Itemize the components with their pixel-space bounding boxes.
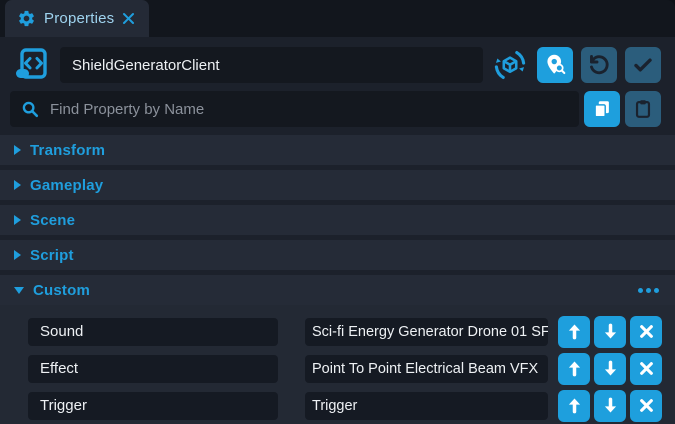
clipboard-icon — [632, 98, 654, 120]
arrow-up-icon — [564, 321, 585, 342]
undo-icon — [587, 53, 611, 77]
property-value-field[interactable]: Point To Point Electrical Beam VFX — [305, 354, 548, 383]
section-header-script[interactable]: Script — [0, 240, 675, 270]
tab-bar: Properties — [0, 0, 675, 37]
section-label: Custom — [33, 281, 91, 299]
custom-section-body: Sci-fi Energy Generator Drone 01 SF — [0, 305, 675, 424]
property-name-input[interactable] — [28, 317, 278, 346]
delete-property-button[interactable] — [630, 389, 662, 422]
ellipsis-icon[interactable] — [638, 284, 659, 297]
object-header-row — [0, 37, 675, 89]
check-icon — [631, 53, 655, 77]
find-in-scene-button[interactable] — [537, 47, 573, 83]
x-icon — [636, 358, 657, 379]
x-icon — [636, 395, 657, 416]
pin-search-icon — [542, 52, 568, 78]
section-label: Script — [30, 246, 74, 264]
property-value-field[interactable]: Trigger — [305, 391, 548, 420]
networked-cube-icon — [493, 48, 527, 82]
delete-property-button[interactable] — [630, 352, 662, 385]
search-row — [0, 89, 675, 135]
section-label: Transform — [30, 141, 106, 159]
section-header-transform[interactable]: Transform — [0, 135, 675, 165]
move-up-button[interactable] — [558, 352, 590, 385]
x-icon — [636, 321, 657, 342]
arrow-down-icon — [600, 358, 621, 379]
search-input[interactable] — [48, 99, 569, 119]
move-up-button[interactable] — [558, 315, 590, 348]
tab-title: Properties — [44, 10, 115, 27]
move-down-button[interactable] — [594, 352, 626, 385]
arrow-up-icon — [564, 395, 585, 416]
apply-button[interactable] — [625, 47, 661, 83]
property-value-field[interactable]: Sci-fi Energy Generator Drone 01 SF — [305, 317, 548, 346]
arrow-down-icon — [600, 321, 621, 342]
section-header-gameplay[interactable]: Gameplay — [0, 170, 675, 200]
chevron-down-icon — [14, 286, 24, 294]
property-name-input[interactable] — [28, 354, 278, 383]
arrow-down-icon — [600, 395, 621, 416]
property-name-input[interactable] — [28, 391, 278, 420]
section-header-scene[interactable]: Scene — [0, 205, 675, 235]
section-label: Scene — [30, 211, 76, 229]
chevron-right-icon — [14, 180, 21, 190]
section-header-custom[interactable]: Custom — [0, 275, 675, 305]
revert-button[interactable] — [581, 47, 617, 83]
move-down-button[interactable] — [594, 389, 626, 422]
search-box[interactable] — [10, 91, 579, 127]
copy-properties-button[interactable] — [584, 91, 620, 127]
move-down-button[interactable] — [594, 315, 626, 348]
magnifier-icon — [20, 99, 40, 119]
properties-panel: Transform Gameplay Scene Script Custom S… — [0, 37, 675, 424]
copy-icon — [591, 98, 613, 120]
script-scroll-icon — [12, 45, 52, 85]
close-icon[interactable] — [122, 12, 135, 25]
delete-property-button[interactable] — [630, 315, 662, 348]
custom-property-row-trigger: Trigger — [28, 389, 662, 422]
arrow-up-icon — [564, 358, 585, 379]
section-label: Gameplay — [30, 176, 104, 194]
custom-property-row-effect: Point To Point Electrical Beam VFX — [28, 352, 662, 385]
chevron-right-icon — [14, 250, 21, 260]
gear-icon — [17, 9, 36, 28]
chevron-right-icon — [14, 215, 21, 225]
paste-properties-button[interactable] — [625, 91, 661, 127]
move-up-button[interactable] — [558, 389, 590, 422]
object-name-input[interactable] — [60, 47, 483, 83]
custom-property-row-sound: Sci-fi Energy Generator Drone 01 SF — [28, 315, 662, 348]
tab-properties[interactable]: Properties — [5, 0, 150, 37]
chevron-right-icon — [14, 145, 21, 155]
